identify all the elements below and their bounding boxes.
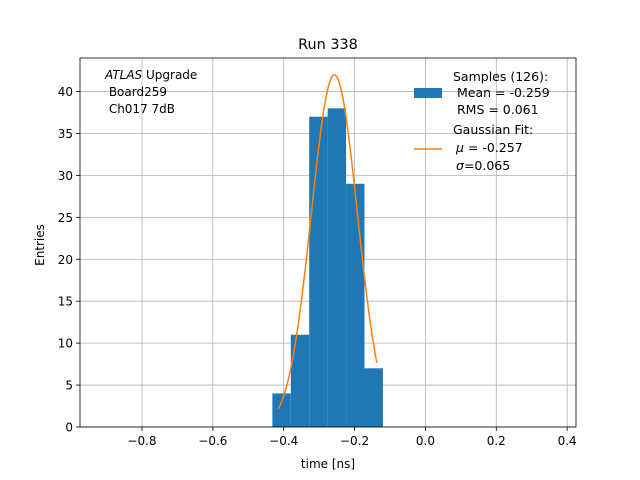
board-label: Board259 (105, 85, 167, 99)
legend-fit-mu: μ = -0.257 (455, 140, 523, 155)
legend-samples-rms: RMS = 0.061 (453, 102, 539, 117)
y-axis-label: Entries (33, 224, 47, 266)
histogram-bar (364, 368, 383, 427)
sigma-value: =0.065 (464, 158, 510, 173)
upgrade-label: Upgrade (142, 68, 197, 82)
atlas-label: ATLAS (104, 68, 143, 82)
legend-samples-patch (414, 88, 442, 98)
sigma-symbol: σ (456, 158, 465, 173)
mu-value: = -0.257 (464, 140, 523, 155)
legend: Samples (126): Mean = -0.259 RMS = 0.061… (414, 69, 550, 173)
y-tick-label: 40 (58, 85, 73, 99)
legend-samples-title: Samples (126): (453, 69, 548, 84)
histogram-bar (290, 334, 310, 427)
legend-fit-sigma: σ=0.065 (456, 158, 510, 173)
y-tick-label: 25 (58, 211, 73, 225)
mu-symbol: μ (455, 140, 464, 155)
x-tick-label: 0.0 (416, 434, 435, 448)
histogram-bar (327, 108, 347, 428)
x-tick-label: −0.8 (127, 434, 156, 448)
legend-samples-mean: Mean = -0.259 (453, 85, 550, 100)
atlas-annotation-line1: ATLAS Upgrade (104, 68, 197, 82)
y-tick-label: 15 (58, 295, 73, 309)
y-tick-label: 30 (58, 169, 73, 183)
histogram-bar (346, 183, 365, 427)
y-axis-ticks: 0 5 10 15 20 25 30 35 40 (58, 85, 80, 435)
y-tick-label: 20 (58, 253, 73, 267)
x-axis-ticks: −0.8 −0.6 −0.4 −0.2 0.0 0.2 0.4 (127, 427, 577, 448)
channel-label: Ch017 7dB (105, 102, 175, 116)
x-tick-label: −0.4 (269, 434, 298, 448)
y-tick-label: 10 (58, 337, 73, 351)
x-axis-label: time [ns] (301, 457, 355, 471)
gaussian-fit-curve (277, 74, 378, 409)
y-tick-label: 35 (58, 127, 73, 141)
y-tick-label: 5 (65, 379, 73, 393)
histogram-bar (272, 393, 291, 427)
x-tick-label: −0.2 (340, 434, 369, 448)
histogram-bar (309, 116, 328, 428)
y-tick-label: 0 (65, 421, 73, 435)
x-tick-label: 0.4 (558, 434, 577, 448)
x-tick-label: 0.2 (487, 434, 506, 448)
x-tick-label: −0.6 (198, 434, 227, 448)
plot-frame (79, 57, 577, 428)
chart-title: Run 338 (298, 37, 358, 53)
atlas-annotation: ATLAS Upgrade Board259 Ch017 7dB (104, 68, 197, 116)
legend-fit-title: Gaussian Fit: (453, 122, 533, 137)
